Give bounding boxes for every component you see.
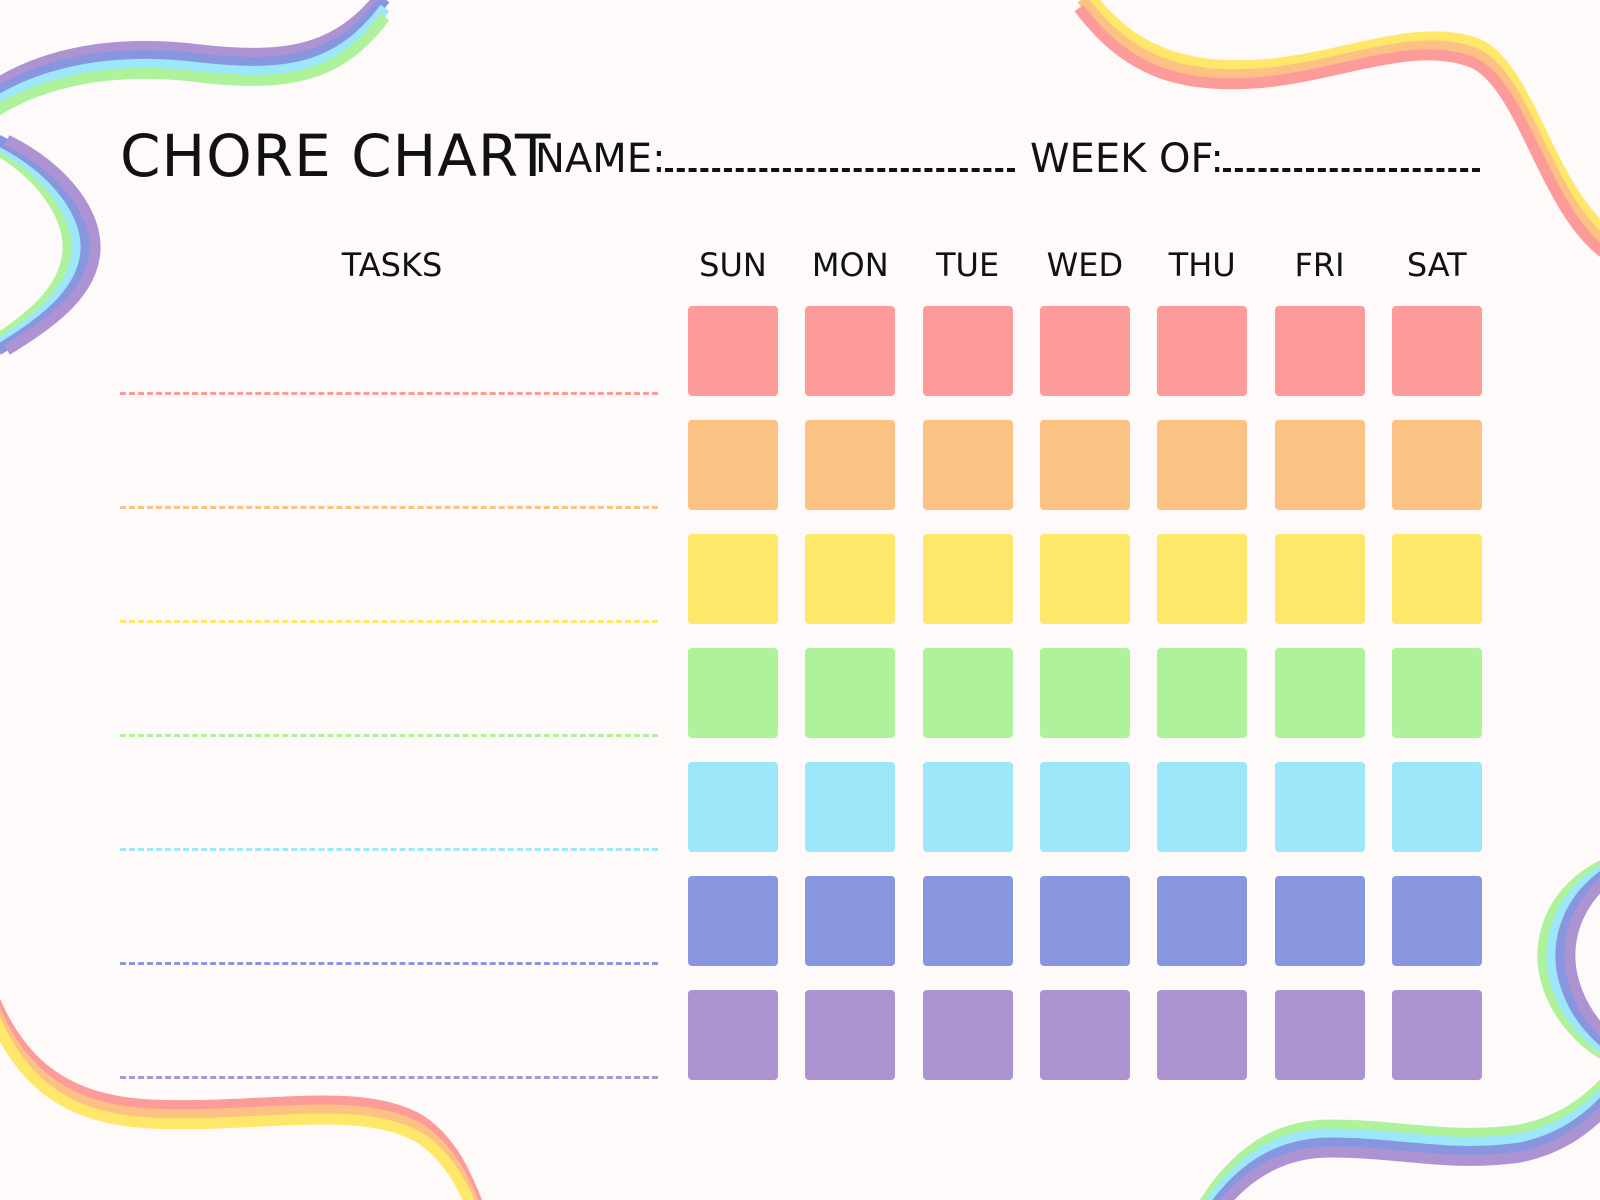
checkbox-wed-row-3[interactable] bbox=[1039, 534, 1130, 624]
checkbox-sat-row-5[interactable] bbox=[1391, 762, 1482, 852]
rainbow-bottom-left-icon bbox=[0, 998, 483, 1200]
checkbox-mon-row-2[interactable] bbox=[805, 420, 896, 510]
checkbox-wed-row-6[interactable] bbox=[1039, 876, 1130, 966]
checkbox-sat-row-2[interactable] bbox=[1391, 420, 1482, 510]
checkbox-fri-row-6[interactable] bbox=[1274, 876, 1365, 966]
checkbox-wed-row-1[interactable] bbox=[1039, 306, 1130, 396]
checkbox-sun-row-5[interactable] bbox=[688, 762, 778, 852]
checkbox-fri-row-7[interactable] bbox=[1274, 990, 1365, 1080]
task-line[interactable] bbox=[120, 848, 658, 851]
checkbox-thu-row-2[interactable] bbox=[1157, 420, 1248, 510]
checkbox-sun-row-3[interactable] bbox=[688, 534, 778, 624]
rainbow-top-left-icon bbox=[0, 0, 390, 116]
checkbox-sun-row-1[interactable] bbox=[688, 306, 778, 396]
checkbox-sat-row-6[interactable] bbox=[1391, 876, 1482, 966]
checkbox-mon-row-7[interactable] bbox=[805, 990, 896, 1080]
checkbox-thu-row-7[interactable] bbox=[1157, 990, 1248, 1080]
task-line[interactable] bbox=[120, 734, 658, 737]
checkbox-sun-row-4[interactable] bbox=[688, 648, 778, 738]
task-line[interactable] bbox=[120, 1076, 658, 1079]
week-of-blank-line[interactable] bbox=[1223, 168, 1480, 172]
checkbox-thu-row-4[interactable] bbox=[1157, 648, 1248, 738]
checkbox-tue-row-4[interactable] bbox=[922, 648, 1013, 738]
checkbox-wed-row-2[interactable] bbox=[1039, 420, 1130, 510]
checkbox-tue-row-6[interactable] bbox=[922, 876, 1013, 966]
checkbox-tue-row-1[interactable] bbox=[922, 306, 1013, 396]
rainbow-left-loop-icon bbox=[0, 135, 101, 355]
task-line[interactable] bbox=[120, 392, 658, 395]
checkbox-tue-row-2[interactable] bbox=[922, 420, 1013, 510]
checkbox-sun-row-2[interactable] bbox=[688, 420, 778, 510]
name-blank-line[interactable] bbox=[665, 168, 1015, 172]
checkbox-mon-row-1[interactable] bbox=[805, 306, 896, 396]
day-header-mon: MON bbox=[811, 246, 889, 284]
checkbox-wed-row-4[interactable] bbox=[1039, 648, 1130, 738]
checkbox-tue-row-5[interactable] bbox=[922, 762, 1013, 852]
checkbox-wed-row-5[interactable] bbox=[1039, 762, 1130, 852]
task-line[interactable] bbox=[120, 620, 658, 623]
checkbox-tue-row-3[interactable] bbox=[922, 534, 1013, 624]
checkbox-sun-row-7[interactable] bbox=[688, 990, 778, 1080]
week-of-label: WEEK OF: bbox=[1030, 136, 1224, 182]
rainbow-bottom-right-icon bbox=[1199, 1079, 1600, 1200]
day-header-thu: THU bbox=[1168, 246, 1236, 284]
checkbox-thu-row-5[interactable] bbox=[1157, 762, 1248, 852]
checkbox-mon-row-6[interactable] bbox=[805, 876, 896, 966]
checkbox-fri-row-5[interactable] bbox=[1274, 762, 1365, 852]
tasks-header: TASKS bbox=[341, 246, 443, 284]
day-header-sat: SAT bbox=[1406, 246, 1467, 284]
checkbox-mon-row-4[interactable] bbox=[805, 648, 896, 738]
checkbox-wed-row-7[interactable] bbox=[1039, 990, 1130, 1080]
checkbox-sun-row-6[interactable] bbox=[688, 876, 778, 966]
checkbox-thu-row-6[interactable] bbox=[1157, 876, 1248, 966]
checkbox-fri-row-3[interactable] bbox=[1274, 534, 1365, 624]
task-line[interactable] bbox=[120, 962, 658, 965]
checkbox-mon-row-5[interactable] bbox=[805, 762, 896, 852]
checkbox-sat-row-7[interactable] bbox=[1391, 990, 1482, 1080]
checkbox-fri-row-2[interactable] bbox=[1274, 420, 1365, 510]
checkbox-fri-row-1[interactable] bbox=[1274, 306, 1365, 396]
task-line[interactable] bbox=[120, 506, 658, 509]
checkbox-sat-row-4[interactable] bbox=[1391, 648, 1482, 738]
checkbox-sat-row-3[interactable] bbox=[1391, 534, 1482, 624]
checkbox-fri-row-4[interactable] bbox=[1274, 648, 1365, 738]
page-title: CHORE CHART bbox=[120, 122, 552, 190]
day-header-tue: TUE bbox=[936, 246, 1000, 284]
name-label: NAME: bbox=[535, 136, 666, 182]
checkbox-thu-row-1[interactable] bbox=[1157, 306, 1248, 396]
checkbox-sat-row-1[interactable] bbox=[1391, 306, 1482, 396]
rainbow-top-right-icon bbox=[1074, 0, 1600, 257]
checkbox-thu-row-3[interactable] bbox=[1157, 534, 1248, 624]
day-header-sun: SUN bbox=[699, 246, 767, 284]
rainbow-right-loop-icon bbox=[1537, 860, 1600, 1059]
checkbox-mon-row-3[interactable] bbox=[805, 534, 896, 624]
day-header-wed: WED bbox=[1046, 246, 1124, 284]
checkbox-tue-row-7[interactable] bbox=[922, 990, 1013, 1080]
day-header-fri: FRI bbox=[1294, 246, 1345, 284]
